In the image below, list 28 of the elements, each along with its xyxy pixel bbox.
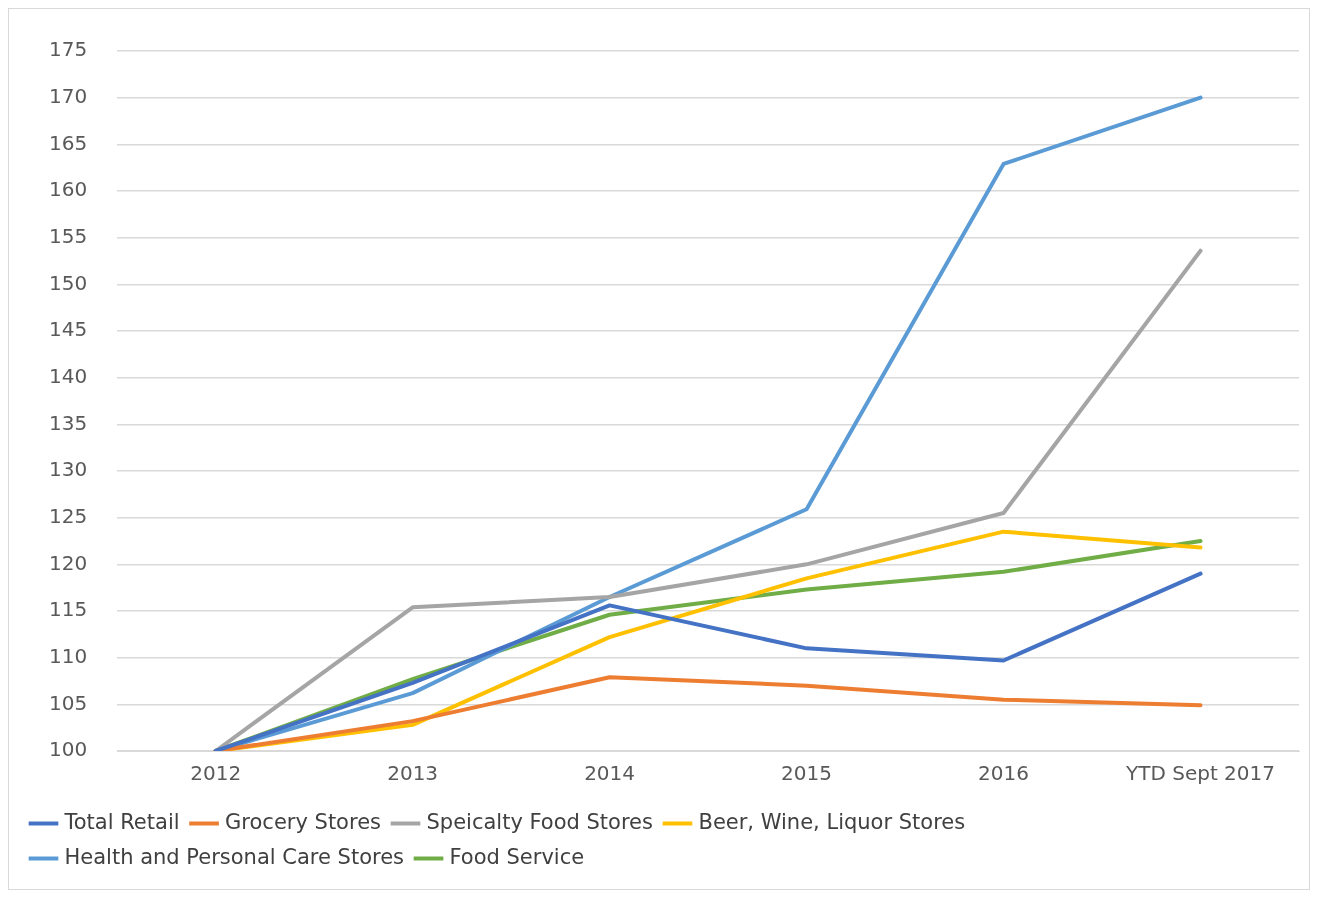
y-tick-label: 155	[48, 223, 88, 248]
y-tick-label: 130	[48, 457, 88, 482]
y-tick-label: 140	[48, 363, 88, 388]
y-tick-label: 135	[48, 410, 88, 435]
y-tick-label: 160	[48, 177, 88, 202]
y-tick-label: 110	[48, 643, 88, 668]
legend-label: Grocery Stores	[225, 809, 382, 834]
y-tick-label: 105	[48, 690, 88, 715]
legend-label: Speicalty Food Stores	[426, 809, 653, 834]
y-tick-label: 165	[48, 130, 88, 155]
y-tick-label: 100	[48, 737, 88, 762]
y-tick-label: 175	[48, 37, 88, 62]
legend-label: Health and Personal Care Stores	[64, 844, 405, 869]
x-tick-label: 2016	[978, 761, 1029, 786]
x-tick-label: 2013	[387, 761, 439, 786]
x-tick-label: 2012	[190, 761, 242, 786]
legend-label: Total Retail	[63, 809, 180, 834]
legend-label: Beer, Wine, Liquor Stores	[698, 809, 966, 834]
y-tick-label: 125	[48, 503, 88, 528]
x-tick-label: YTD Sept 2017	[1125, 761, 1276, 786]
y-tick-label: 150	[48, 270, 88, 295]
legend-label: Food Service	[449, 844, 585, 869]
y-tick-label: 120	[48, 550, 88, 575]
y-tick-label: 170	[48, 83, 88, 108]
y-tick-label: 115	[48, 597, 88, 622]
x-tick-label: 2014	[584, 761, 636, 786]
x-tick-label: 2015	[781, 761, 833, 786]
y-tick-label: 145	[48, 317, 88, 342]
